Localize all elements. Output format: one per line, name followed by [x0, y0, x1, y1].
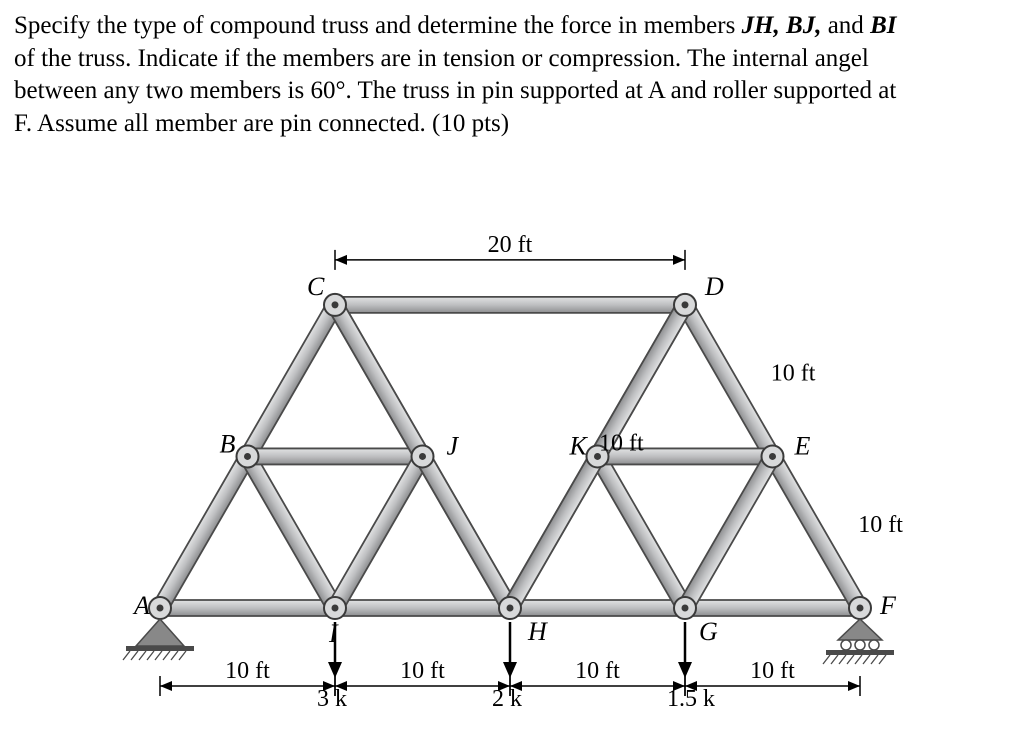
label-H: H	[527, 617, 548, 646]
svg-text:10 ft: 10 ft	[750, 658, 795, 684]
member-HG	[502, 600, 693, 616]
members-jh-bj: JH, BJ,	[742, 12, 822, 39]
member-AB	[149, 446, 258, 619]
member-BJ	[240, 448, 431, 464]
load-value-I: 3 k	[317, 686, 347, 712]
truss-svg: AIHGFBJKECD3 k2 k1.5 k20 ft10 ft10 ft10 …	[90, 190, 940, 740]
dim-right-lower: 10 ft	[858, 512, 903, 538]
member-EG	[674, 446, 783, 619]
label-I: I	[328, 619, 339, 648]
support-roller-F	[823, 619, 894, 664]
dim-bottom-2: 10 ft	[510, 658, 685, 696]
member-bi: BI	[870, 12, 896, 39]
member-EF	[762, 446, 871, 619]
member-AI	[152, 600, 343, 616]
svg-text:10 ft: 10 ft	[400, 658, 445, 684]
svg-text:20 ft: 20 ft	[488, 232, 533, 258]
dim-bottom-1: 10 ft	[335, 658, 510, 696]
label-C: C	[307, 272, 325, 301]
label-B: B	[220, 429, 236, 458]
load-value-H: 2 k	[492, 686, 522, 712]
label-E: E	[794, 431, 811, 460]
problem-line2: of the truss. Indicate if the members ar…	[14, 45, 869, 72]
label-G: G	[699, 617, 718, 646]
label-F: F	[879, 591, 897, 620]
dim-right-upper: 10 ft	[771, 361, 816, 387]
member-IH	[327, 600, 518, 616]
load-H: 2 k	[492, 622, 522, 712]
member-IJ	[324, 446, 433, 619]
support-pin-A	[123, 619, 194, 660]
problem-line3: between any two members is 60°. The trus…	[14, 77, 896, 104]
member-KG	[587, 446, 696, 619]
member-DE	[674, 294, 783, 467]
svg-text:10 ft: 10 ft	[575, 658, 620, 684]
label-J: J	[447, 431, 460, 460]
member-GF	[677, 600, 868, 616]
dim-right-mid: 10 ft	[599, 430, 644, 456]
member-CD	[327, 297, 693, 313]
problem-and: and	[828, 12, 870, 39]
member-BI	[237, 446, 346, 619]
dim-bottom-0: 10 ft	[160, 658, 335, 696]
label-D: D	[704, 272, 724, 301]
label-A: A	[132, 591, 150, 620]
label-K: K	[569, 431, 589, 460]
svg-text:10 ft: 10 ft	[225, 658, 270, 684]
problem-line4: F. Assume all member are pin connected. …	[14, 110, 509, 137]
problem-statement: Specify the type of compound truss and d…	[14, 10, 1010, 140]
truss-figure: AIHGFBJKECD3 k2 k1.5 k20 ft10 ft10 ft10 …	[90, 190, 940, 740]
dim-top: 20 ft	[335, 232, 685, 270]
problem-line1a: Specify the type of compound truss and d…	[14, 12, 742, 39]
member-BC	[237, 294, 346, 467]
